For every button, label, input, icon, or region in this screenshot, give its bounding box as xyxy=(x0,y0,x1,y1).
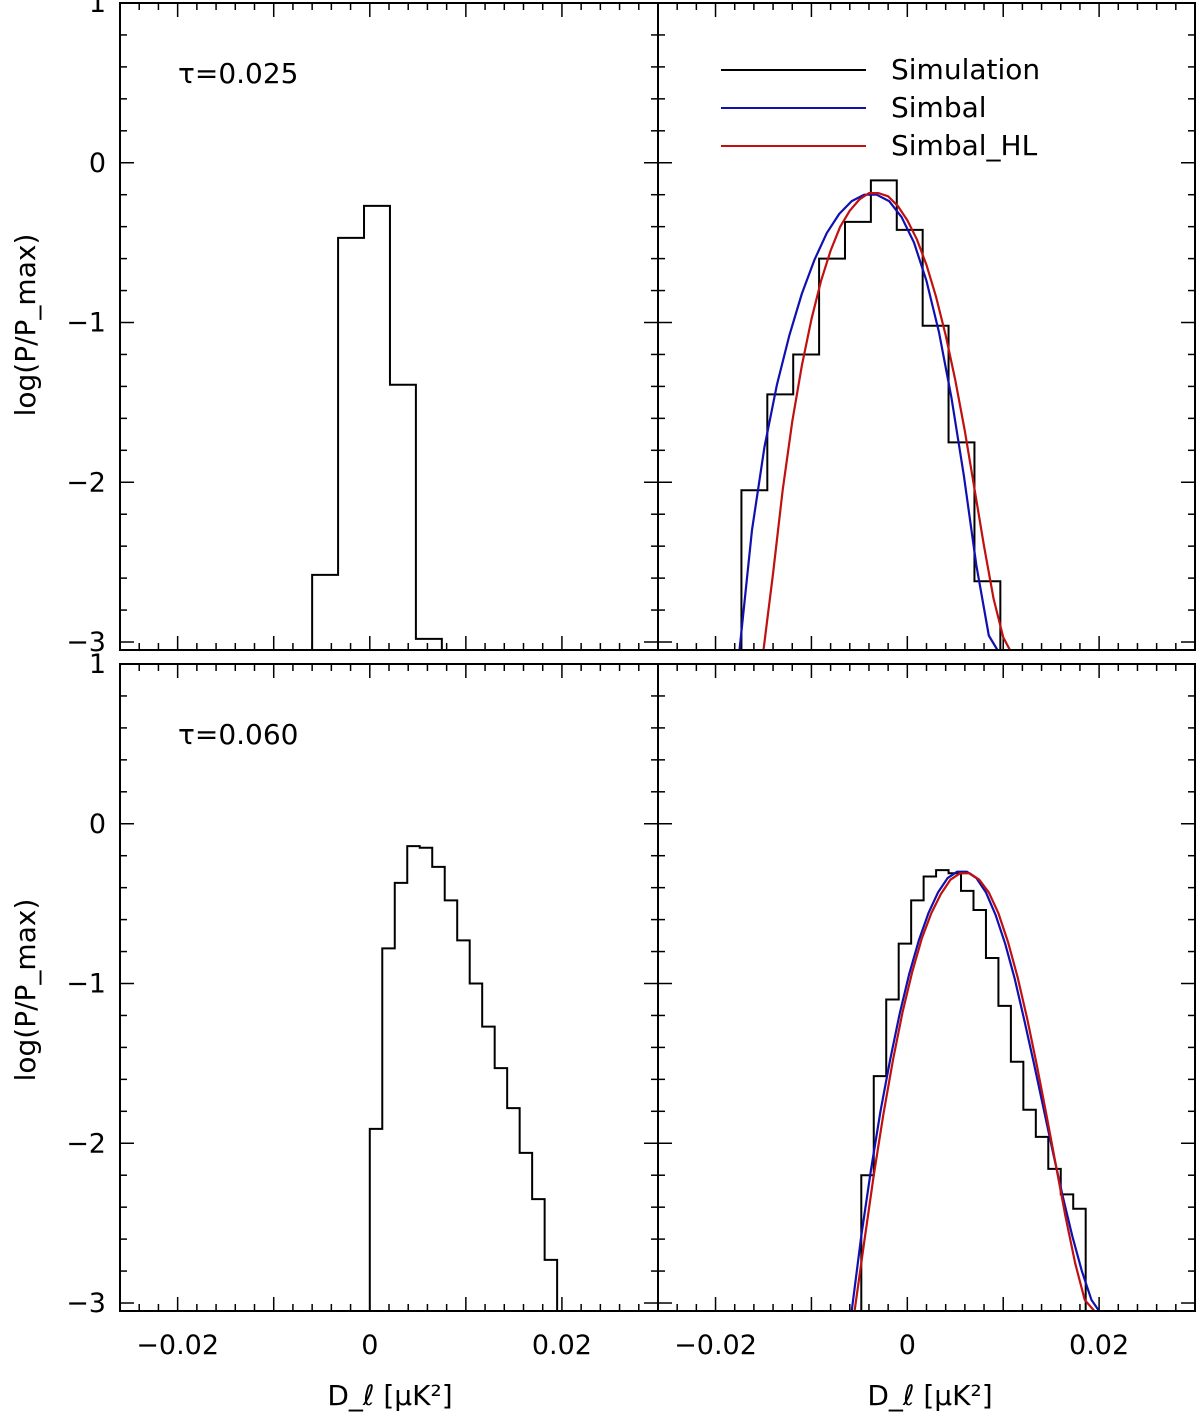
x-tick-label: 0.02 xyxy=(532,1330,592,1361)
tau-annotation: τ=0.025 xyxy=(178,57,298,90)
y-tick-label: 1 xyxy=(89,649,106,680)
y-tick-label: −1 xyxy=(66,969,106,1000)
series-group xyxy=(368,845,570,1311)
legend-label: Simbal_HL xyxy=(891,129,1038,162)
y-tick-label: 1 xyxy=(89,0,106,19)
y-tick-label: −3 xyxy=(66,1288,106,1319)
simulation-histogram xyxy=(740,179,1027,650)
tau-annotation: τ=0.060 xyxy=(178,718,298,751)
x-tick-label: 0 xyxy=(361,1330,378,1361)
x-tick-label: 0.02 xyxy=(1069,1330,1129,1361)
y-axis-title-bottom: log(P/P_max) xyxy=(9,899,42,1082)
y-axis-title-top: log(P/P_max) xyxy=(9,234,42,417)
y-tick-label: 0 xyxy=(89,809,106,840)
x-tick-label: 0 xyxy=(899,1330,916,1361)
y-tick-label: −2 xyxy=(66,1128,106,1159)
panel-frame xyxy=(657,663,1196,1312)
simbal-hl-curve xyxy=(853,872,1096,1311)
plot-layer: −3 −2 −1 0 1 τ=0.025 Simulation Simbal Simbal_HL… xyxy=(66,0,1196,1361)
simbal-curve xyxy=(850,870,1101,1311)
x-axis-title-right: D_ℓ [μK²] xyxy=(867,1379,992,1412)
x-tick-label: −0.02 xyxy=(674,1330,757,1361)
y-tick-label: 0 xyxy=(89,148,106,179)
simulation-histogram xyxy=(368,845,570,1311)
panel-bottom-right: −0.02 0 0.02 xyxy=(657,663,1196,1361)
panel-bottom-left: −3 −2 −1 0 1 −0.02 0 0.02 τ=0.060 xyxy=(66,649,659,1361)
panel-top-left: −3 −2 −1 0 1 τ=0.025 xyxy=(66,0,659,658)
simulation-histogram xyxy=(860,869,1099,1311)
y-tick-label: −1 xyxy=(66,308,106,339)
legend-label: Simulation xyxy=(891,53,1040,86)
x-tick-label: −0.02 xyxy=(136,1330,219,1361)
y-tick-label: −2 xyxy=(66,467,106,498)
legend-label: Simbal xyxy=(891,91,987,124)
panel-frame xyxy=(657,2,1196,651)
simulation-histogram xyxy=(311,204,443,650)
x-axis-title-left: D_ℓ [μK²] xyxy=(327,1379,452,1412)
simbal-hl-curve xyxy=(762,192,1011,650)
panel-top-right: Simulation Simbal Simbal_HL xyxy=(657,2,1196,651)
y-tick-label: −3 xyxy=(66,627,106,658)
series-group xyxy=(738,179,1027,650)
series-group xyxy=(850,869,1101,1311)
simbal-curve xyxy=(738,193,999,650)
series-group xyxy=(311,204,443,650)
panel-frame xyxy=(119,663,659,1312)
